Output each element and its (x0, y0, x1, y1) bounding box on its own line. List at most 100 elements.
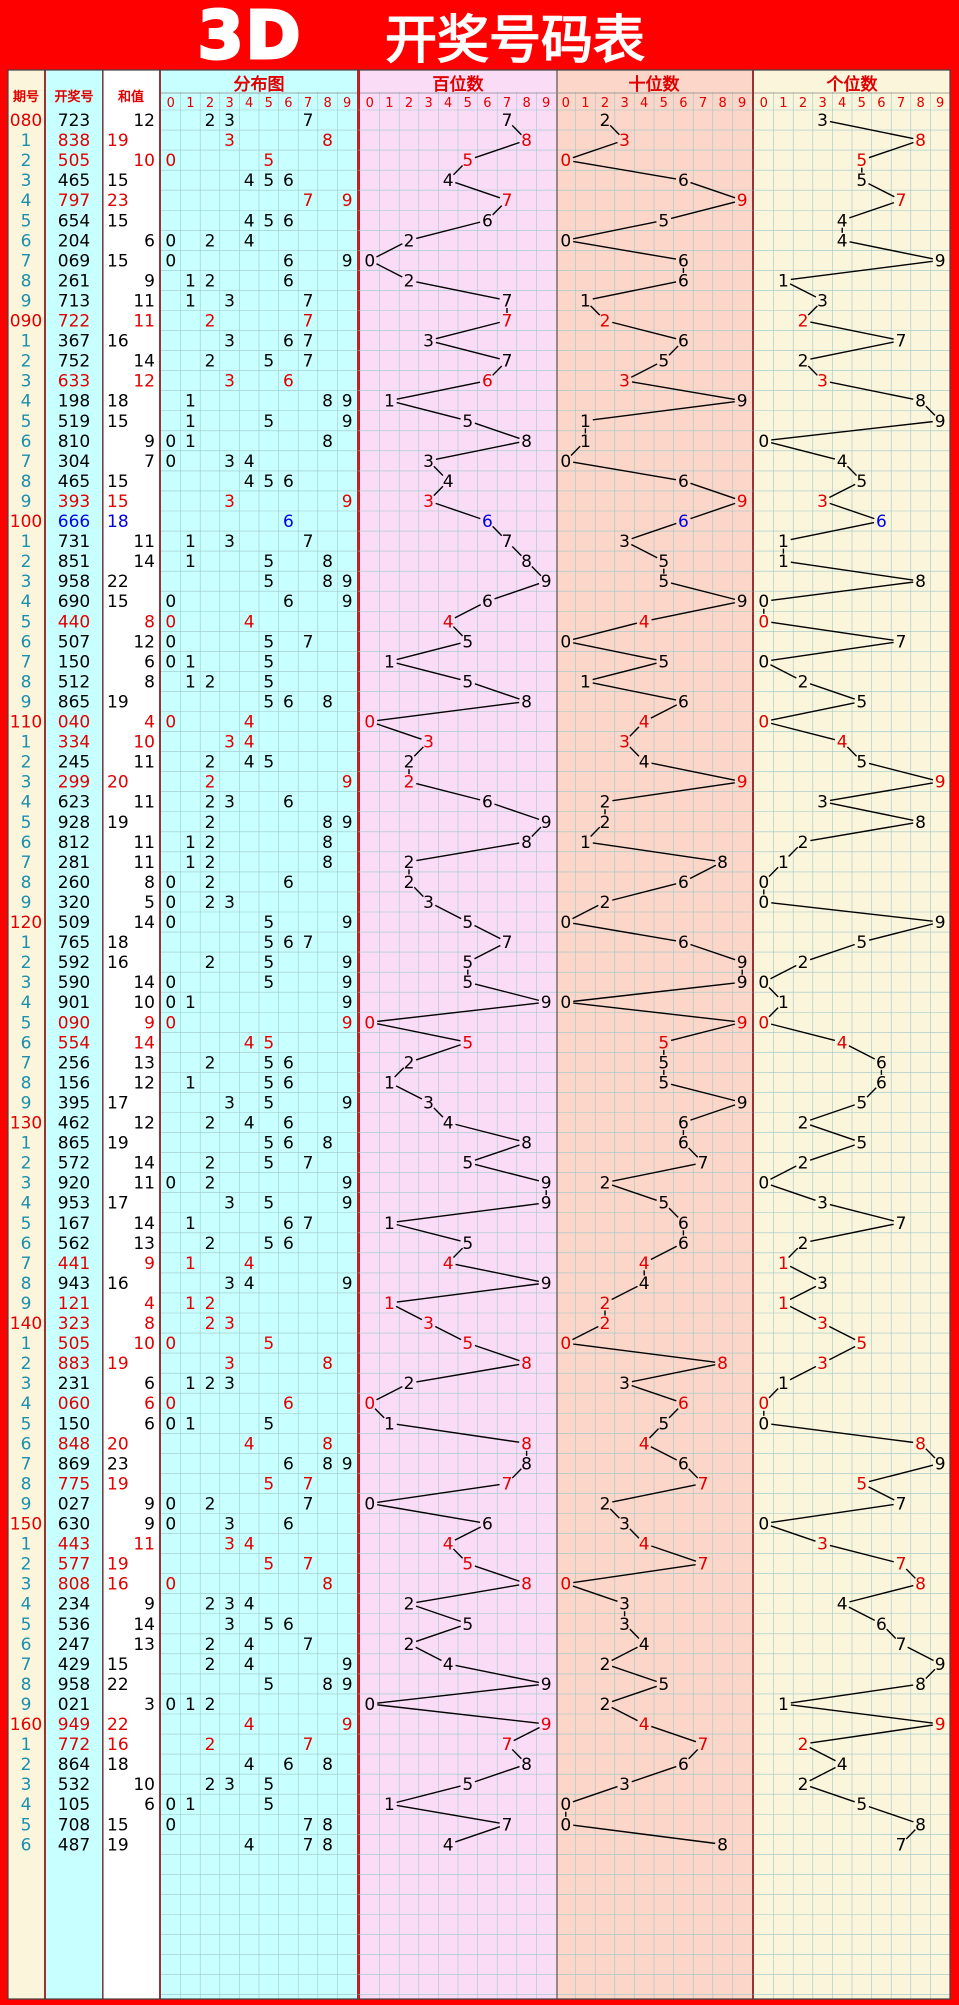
sum-cell: 19 (107, 1354, 129, 1374)
trend-segment (611, 1665, 657, 1683)
trend-segment (511, 545, 522, 557)
units-digit: 1 (778, 552, 789, 572)
distribution-digit: 2 (205, 833, 216, 853)
digit-header: 6 (284, 96, 292, 111)
tens-digit: 7 (698, 1154, 709, 1174)
hundreds-header: 百位数 (433, 74, 485, 95)
trend-segment (690, 943, 736, 961)
trend-segment (433, 1107, 444, 1118)
trend-segment (573, 1564, 696, 1584)
sum-cell: 4 (144, 1294, 155, 1314)
distribution-digit: 2 (205, 813, 216, 833)
hundreds-digit: 3 (423, 492, 434, 512)
distribution-digit: 9 (342, 1174, 353, 1194)
number-cell: 512 (58, 672, 90, 692)
distribution-digit: 3 (224, 893, 235, 913)
tens-digit: 6 (678, 512, 689, 532)
trend-segment (905, 1568, 916, 1579)
distribution-digit: 4 (244, 1755, 255, 1775)
units-digit: 4 (837, 231, 848, 251)
number-cell: 505 (58, 151, 90, 171)
distribution-digit: 4 (244, 1254, 255, 1274)
units-digit: 1 (778, 1294, 789, 1314)
hundreds-digit: 9 (541, 1715, 552, 1735)
trend-segment (768, 987, 779, 998)
tens-digit: 0 (560, 231, 571, 251)
distribution-digit: 2 (205, 1314, 216, 1334)
tens-digit: 3 (619, 131, 630, 151)
trend-segment (396, 401, 461, 420)
sum-cell: 6 (144, 1394, 155, 1414)
distribution-digit: 9 (342, 1454, 353, 1474)
tens-digit: 2 (600, 1294, 611, 1314)
distribution-digit: 9 (342, 1013, 353, 1033)
distribution-digit: 2 (205, 231, 216, 251)
sum-cell: 12 (133, 372, 155, 392)
distribution-digit: 5 (263, 1474, 274, 1494)
trend-segment (809, 1124, 855, 1141)
units-digit: 7 (896, 332, 907, 352)
trend-segment (868, 923, 934, 941)
distribution-digit: 1 (185, 532, 196, 552)
sum-cell: 19 (107, 1134, 129, 1154)
number-cell: 320 (58, 893, 90, 913)
distribution-digit: 8 (322, 131, 333, 151)
trend-segment (573, 240, 677, 260)
trend-segment (650, 1245, 678, 1261)
trend-segment (474, 141, 520, 159)
hundreds-digit: 5 (462, 1775, 473, 1795)
sum-cell: 8 (144, 1314, 155, 1334)
tens-digit: 8 (717, 1354, 728, 1374)
trend-segment (612, 883, 677, 901)
sum-cell: 14 (133, 973, 155, 993)
issue-cell: 8 (21, 672, 32, 692)
hundreds-digit: 2 (404, 1635, 415, 1655)
tens-digit: 9 (737, 592, 748, 612)
trend-segment (416, 1363, 520, 1383)
distribution-digit: 4 (244, 753, 255, 773)
distribution-digit: 5 (263, 412, 274, 432)
sum-cell: 12 (133, 1114, 155, 1134)
distribution-digit: 7 (303, 1835, 314, 1855)
tens-digit: 3 (619, 1595, 630, 1615)
hundreds-digit: 3 (423, 1314, 434, 1334)
sum-cell: 22 (107, 572, 129, 592)
tens-digit: 7 (698, 1555, 709, 1575)
units-digit: 8 (915, 1675, 926, 1695)
distribution-digit: 8 (322, 392, 333, 412)
digit-header: 3 (424, 96, 432, 111)
distribution-digit: 4 (244, 733, 255, 753)
tens-digit: 0 (560, 632, 571, 652)
issue-cell: 9 (21, 692, 32, 712)
digit-header: 5 (660, 96, 668, 111)
issue-cell: 150 (10, 1515, 42, 1535)
hundreds-digit: 0 (364, 1394, 375, 1414)
tens-digit: 0 (560, 1795, 571, 1815)
number-cell: 666 (58, 512, 90, 532)
hundreds-digit: 5 (462, 1555, 473, 1575)
hundreds-digit: 5 (462, 632, 473, 652)
units-digit: 3 (817, 291, 828, 311)
tens-digit: 6 (678, 1234, 689, 1254)
distribution-digit: 6 (283, 592, 294, 612)
distribution-digit: 0 (165, 1515, 176, 1535)
distribution-digit: 4 (244, 231, 255, 251)
tens-digit: 9 (737, 773, 748, 793)
digit-header: 2 (601, 96, 609, 111)
distribution-digit: 2 (205, 1174, 216, 1194)
issue-cell: 9 (21, 1494, 32, 1514)
tens-digit: 7 (698, 1474, 709, 1494)
hundreds-digit: 8 (521, 833, 532, 853)
distribution-header: 分布图 (234, 74, 285, 95)
distribution-digit: 8 (322, 833, 333, 853)
number-cell: 752 (58, 352, 90, 372)
distribution-digit: 4 (244, 1655, 255, 1675)
digit-header: 4 (245, 96, 253, 111)
hundreds-digit: 1 (384, 1414, 395, 1434)
distribution-digit: 6 (283, 1134, 294, 1154)
sum-cell: 14 (133, 1033, 155, 1053)
distribution-digit: 6 (283, 372, 294, 392)
digit-header: 5 (464, 96, 472, 111)
issue-cell: 2 (21, 753, 32, 773)
trend-segment (455, 1826, 501, 1843)
